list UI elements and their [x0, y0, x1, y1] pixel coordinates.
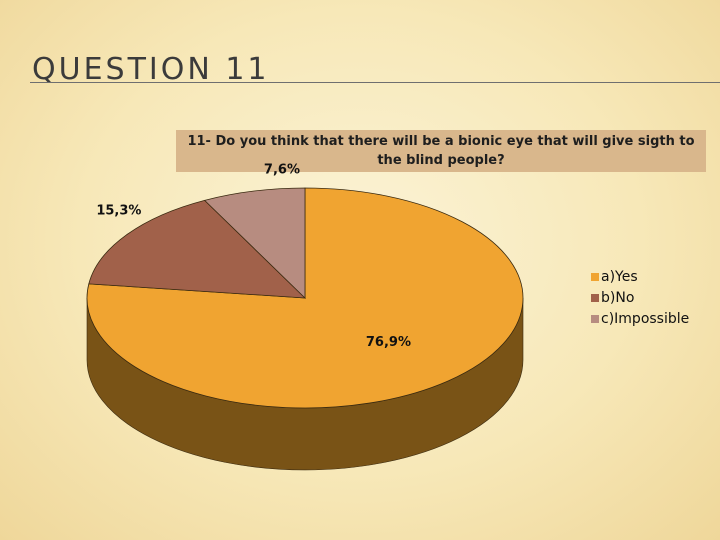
pie-slice-1 [88, 199, 307, 299]
pie-slice-2 [203, 187, 306, 299]
data-label-0: 76,9% [366, 335, 411, 350]
legend-label-1: b)No [601, 289, 635, 306]
title-underline [30, 82, 720, 83]
slide-title: QUESTION 11 [32, 52, 270, 87]
legend-item-0: a)Yes [591, 266, 689, 287]
data-label-1: 15,3% [96, 203, 141, 218]
chart-title-line-1: 11- Do you think that there will be a bi… [187, 134, 695, 149]
legend-swatch-2 [591, 314, 599, 323]
chart-title: 11- Do you think that there will be a bi… [176, 132, 706, 170]
chart-legend: a)Yes b)No c)Impossible [591, 266, 689, 329]
data-label-2: 7,6% [264, 163, 300, 178]
legend-label-2: c)Impossible [601, 310, 690, 327]
legend-item-2: c)Impossible [591, 308, 689, 329]
chart-title-line-2: the blind people? [377, 153, 505, 168]
legend-swatch-0 [591, 272, 599, 281]
legend-swatch-1 [591, 293, 599, 302]
chart-title-background [176, 130, 706, 172]
legend-item-1: b)No [591, 287, 689, 308]
legend-label-0: a)Yes [601, 268, 638, 285]
